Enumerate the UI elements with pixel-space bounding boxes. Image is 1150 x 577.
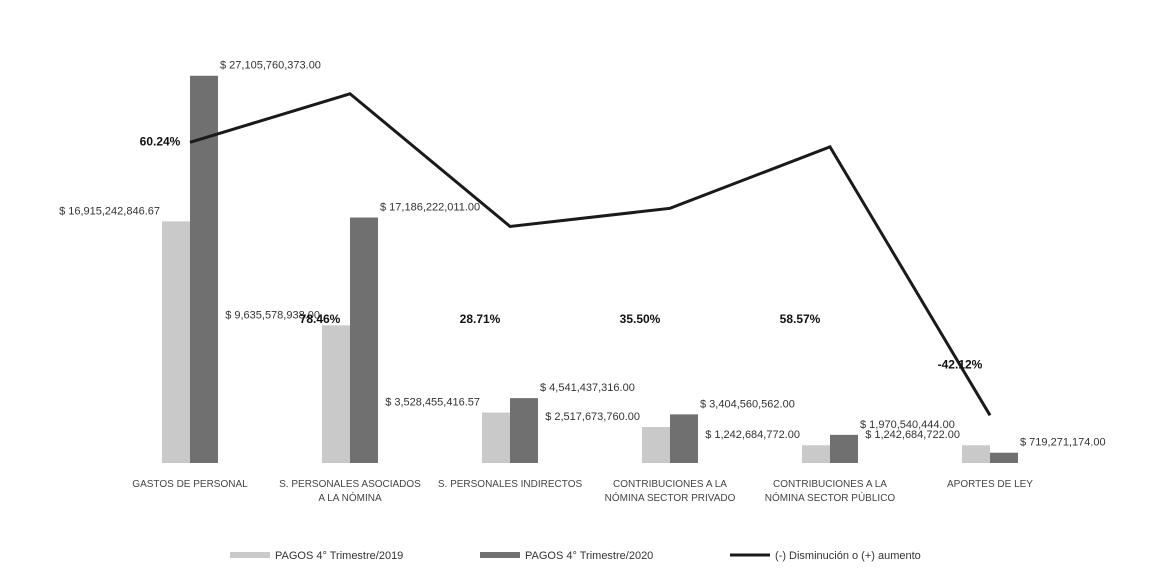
bar-value-label: $ 1,970,540,444.00 — [860, 419, 955, 431]
bar-value-label: $ 27,105,760,373.00 — [220, 60, 321, 72]
bar — [962, 445, 990, 463]
legend-swatch — [480, 552, 520, 558]
x-tick-label: CONTRIBUCIONES A LA NÓMINA SECTOR PRIVAD… — [604, 479, 736, 504]
x-tick-label: APORTES DE LEY — [947, 479, 1033, 490]
bar — [350, 217, 378, 463]
bar — [802, 445, 830, 463]
legend-label: PAGOS 4° Trimestre/2019 — [275, 550, 403, 562]
bar-value-label: $ 2,517,673,760.00 — [545, 411, 640, 423]
bar-value-label: $ 3,528,455,416.57 — [385, 396, 480, 408]
bar-value-label: $ 3,404,560,562.00 — [700, 398, 795, 410]
bar-value-label: $ 4,541,437,316.00 — [540, 382, 635, 394]
line-value-label: 78.46% — [300, 312, 341, 326]
bar-value-label: $ 9,635,578,938.00 — [225, 309, 320, 321]
bar-value-label: $ 719,271,174.00 — [1020, 437, 1106, 449]
bar — [670, 414, 698, 463]
bar — [482, 412, 510, 463]
bar — [510, 398, 538, 463]
line-value-label: 60.24% — [140, 135, 181, 149]
bar — [830, 434, 858, 463]
bar-value-label: $ 1,242,684,722.00 — [865, 429, 960, 441]
bar-value-label: $ 17,186,222,011.00 — [380, 201, 480, 213]
line-value-label: -42.12% — [938, 357, 983, 371]
legend-swatch — [230, 552, 270, 558]
bar — [990, 452, 1018, 463]
bar-value-label: $ 16,915,242,846.67 — [59, 205, 160, 217]
line-value-label: 35.50% — [620, 312, 661, 326]
legend-label: PAGOS 4° Trimestre/2020 — [525, 550, 653, 562]
bar — [162, 221, 190, 463]
bar-value-label: $ 1,242,684,772.00 — [705, 429, 800, 441]
legend-label: (-) Disminución o (+) aumento — [775, 550, 921, 562]
bar — [322, 325, 350, 463]
line-series — [189, 92, 992, 417]
x-tick-label: S. PERSONALES ASOCIADOS A LA NÓMINA — [279, 479, 421, 504]
line-value-label: 58.57% — [780, 312, 821, 326]
x-tick-label: CONTRIBUCIONES A LA NÓMINA SECTOR PÚBLIC… — [764, 479, 896, 504]
line-value-label: 28.71% — [460, 312, 501, 326]
bar — [642, 427, 670, 463]
x-tick-label: GASTOS DE PERSONAL — [132, 479, 248, 490]
x-tick-label: S. PERSONALES INDIRECTOS — [437, 479, 583, 490]
